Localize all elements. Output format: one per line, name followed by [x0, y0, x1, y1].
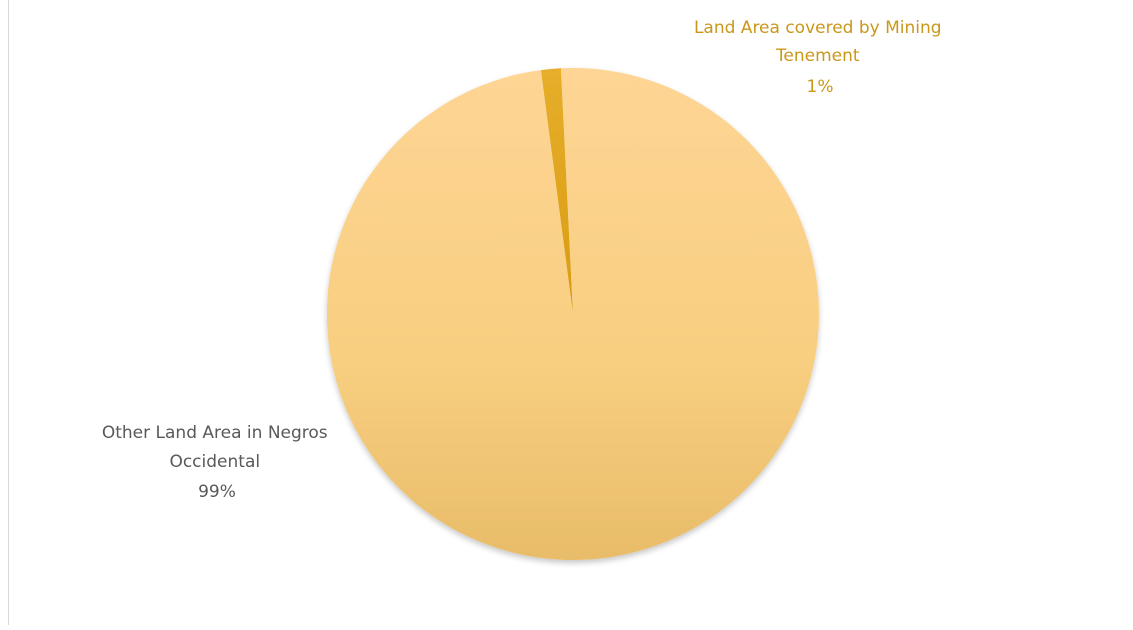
pie-slice-other-land-area [326, 68, 819, 561]
slice-label-other-land-area: Other Land Area in Negros Occidental 99% [102, 423, 332, 502]
pie-slice-mining-tenement [540, 68, 573, 314]
chart-frame-border [8, 0, 9, 625]
pie-slices [326, 68, 819, 561]
slice-label-mining-tenement: Land Area covered by Mining Tenement 1% [694, 18, 946, 97]
